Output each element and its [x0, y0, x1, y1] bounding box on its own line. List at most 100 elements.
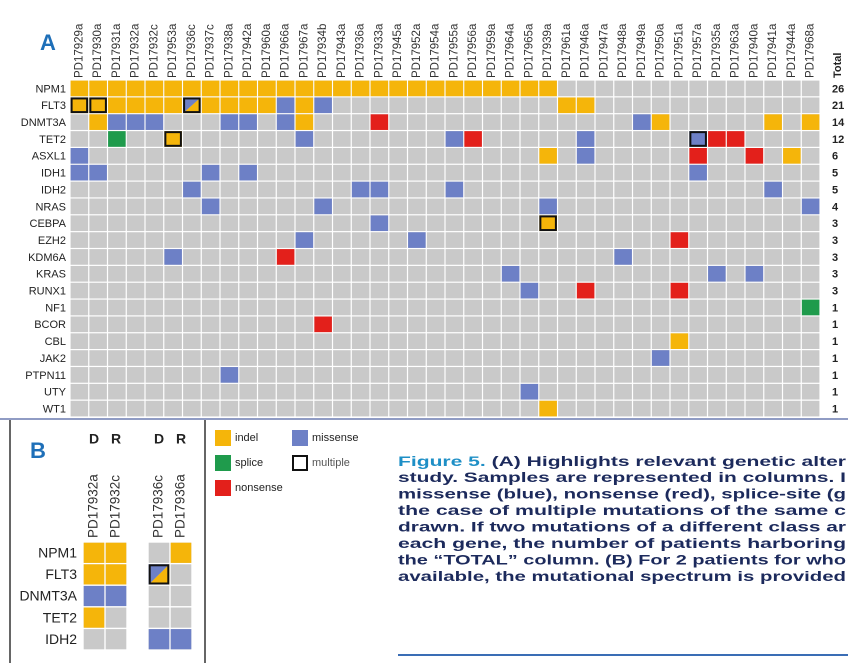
empty-cell [370, 97, 389, 114]
gene-label: IDH2 [41, 184, 66, 196]
empty-cell [126, 181, 145, 198]
empty-cell [576, 181, 595, 198]
empty-cell [220, 282, 239, 299]
empty-cell [89, 383, 107, 400]
sample-label: PD17941a [767, 23, 779, 78]
empty-cell [70, 265, 89, 282]
empty-cell [108, 215, 126, 232]
empty-cell [164, 148, 182, 164]
sample-label: PD17953a [167, 23, 179, 78]
empty-cell [501, 316, 520, 333]
empty-cell [595, 114, 614, 130]
empty-cell [276, 232, 295, 248]
empty-cell [520, 114, 539, 130]
empty-cell [614, 131, 632, 147]
empty-cell [783, 333, 801, 349]
empty-cell [445, 249, 464, 265]
empty-cell [539, 249, 557, 265]
empty-cell [783, 282, 801, 299]
empty-cell [726, 215, 745, 232]
mutation-cell [708, 131, 726, 147]
mutation-cell [576, 97, 595, 114]
empty-cell [108, 249, 126, 265]
empty-cell [689, 299, 707, 316]
empty-cell [370, 400, 389, 417]
empty-cell [614, 367, 632, 383]
mutation-cell [239, 164, 257, 181]
empty-cell [501, 383, 520, 400]
mutation-cell [201, 80, 220, 97]
empty-cell [351, 282, 370, 299]
mutation-cell [539, 215, 557, 232]
empty-cell [126, 282, 145, 299]
empty-cell [145, 131, 164, 147]
multiple-outline [183, 97, 201, 114]
empty-cell [183, 316, 201, 333]
empty-cell [501, 350, 520, 366]
sample-label: PD17951a [673, 23, 685, 78]
gene-label: JAK2 [40, 353, 66, 365]
empty-cell [295, 299, 314, 316]
empty-cell [426, 215, 445, 232]
empty-cell [258, 367, 276, 383]
total-header: Total [832, 53, 844, 78]
mutation-cell [614, 249, 632, 265]
empty-cell [183, 148, 201, 164]
empty-cell [408, 383, 426, 400]
empty-cell [239, 367, 257, 383]
empty-cell [258, 131, 276, 147]
empty-cell [426, 282, 445, 299]
empty-cell [370, 299, 389, 316]
empty-cell [726, 367, 745, 383]
empty-cell [726, 400, 745, 417]
caption-line: Figure 5. (A) Highlights relevant geneti… [398, 453, 847, 469]
empty-cell [745, 299, 764, 316]
empty-cell [595, 131, 614, 147]
empty-cell [614, 114, 632, 130]
mutation-cell [801, 114, 820, 130]
empty-cell [351, 164, 370, 181]
mutation-cell [70, 148, 89, 164]
empty-cell [576, 316, 595, 333]
empty-cell [633, 400, 651, 417]
empty-cell [708, 400, 726, 417]
empty-cell [201, 215, 220, 232]
empty-cell [595, 400, 614, 417]
sample-label: PD17952a [411, 23, 423, 78]
empty-cell [576, 299, 595, 316]
mutation-cell [83, 585, 105, 607]
empty-cell [333, 215, 351, 232]
sample-label: PD17957a [692, 23, 704, 78]
empty-cell [614, 97, 632, 114]
empty-cell [520, 265, 539, 282]
empty-cell [295, 198, 314, 215]
mutation-cell [145, 97, 164, 114]
empty-cell [89, 350, 107, 366]
empty-cell [726, 80, 745, 97]
empty-cell [70, 249, 89, 265]
mutation-cell [314, 80, 332, 97]
empty-cell [520, 316, 539, 333]
empty-cell [670, 198, 689, 215]
empty-cell [558, 249, 576, 265]
empty-cell [801, 282, 820, 299]
empty-cell [108, 181, 126, 198]
empty-cell [670, 383, 689, 400]
empty-cell [276, 350, 295, 366]
sample-label: PD17932c [108, 475, 123, 538]
empty-cell [333, 148, 351, 164]
gene-label: TET2 [39, 134, 66, 146]
empty-cell [633, 198, 651, 215]
empty-cell [633, 181, 651, 198]
empty-cell [108, 148, 126, 164]
sample-label: PD17956a [467, 23, 479, 78]
empty-cell [183, 383, 201, 400]
mutation-cell [370, 114, 389, 130]
empty-cell [201, 316, 220, 333]
empty-cell [783, 350, 801, 366]
empty-cell [370, 367, 389, 383]
empty-cell [689, 97, 707, 114]
empty-cell [426, 400, 445, 417]
sample-label: PD17932c [148, 24, 160, 78]
empty-cell [558, 232, 576, 248]
